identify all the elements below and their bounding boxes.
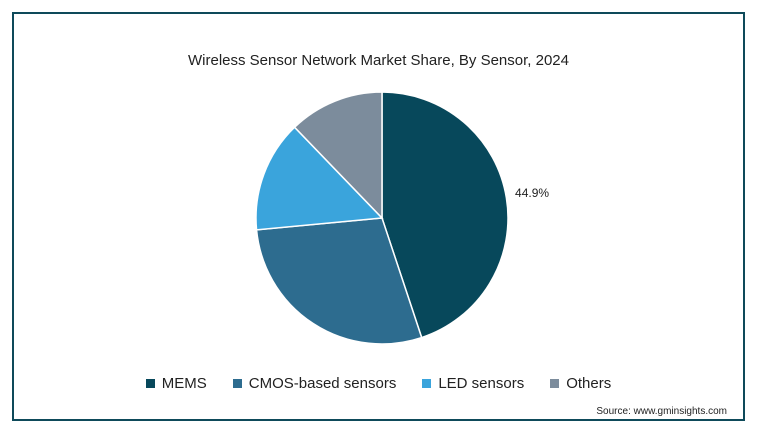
legend-item-mems: MEMS [145, 375, 207, 392]
legend-swatch-led [422, 379, 432, 388]
source-note: Source: www.gminsights.com [596, 406, 727, 417]
legend-item-led: LED sensors [422, 375, 524, 392]
legend-item-cmos: CMOS-based sensors [232, 375, 397, 392]
legend-label-others: Others [566, 375, 612, 392]
legend-label-cmos: CMOS-based sensors [248, 375, 397, 392]
pie-slice-others [293, 91, 383, 220]
chart-title: Wireless Sensor Network Market Share, By… [188, 52, 569, 69]
pie-slice-mems [381, 91, 509, 339]
legend: MEMS CMOS-based sensors LED sensors Othe… [14, 375, 743, 392]
legend-item-others: Others [550, 375, 611, 392]
legend-label-led: LED sensors [438, 375, 525, 392]
pie-slice-led [255, 126, 384, 231]
legend-swatch-others [550, 379, 560, 388]
chart-frame: Wireless Sensor Network Market Share, By… [12, 12, 745, 421]
legend-label-mems: MEMS [161, 375, 207, 392]
legend-swatch-cmos [232, 379, 242, 388]
pie-chart: 44.9% [255, 91, 549, 345]
legend-swatch-mems [145, 379, 155, 388]
pie-slice-cmos [255, 217, 423, 345]
data-label-mems: 44.9% [515, 186, 549, 200]
